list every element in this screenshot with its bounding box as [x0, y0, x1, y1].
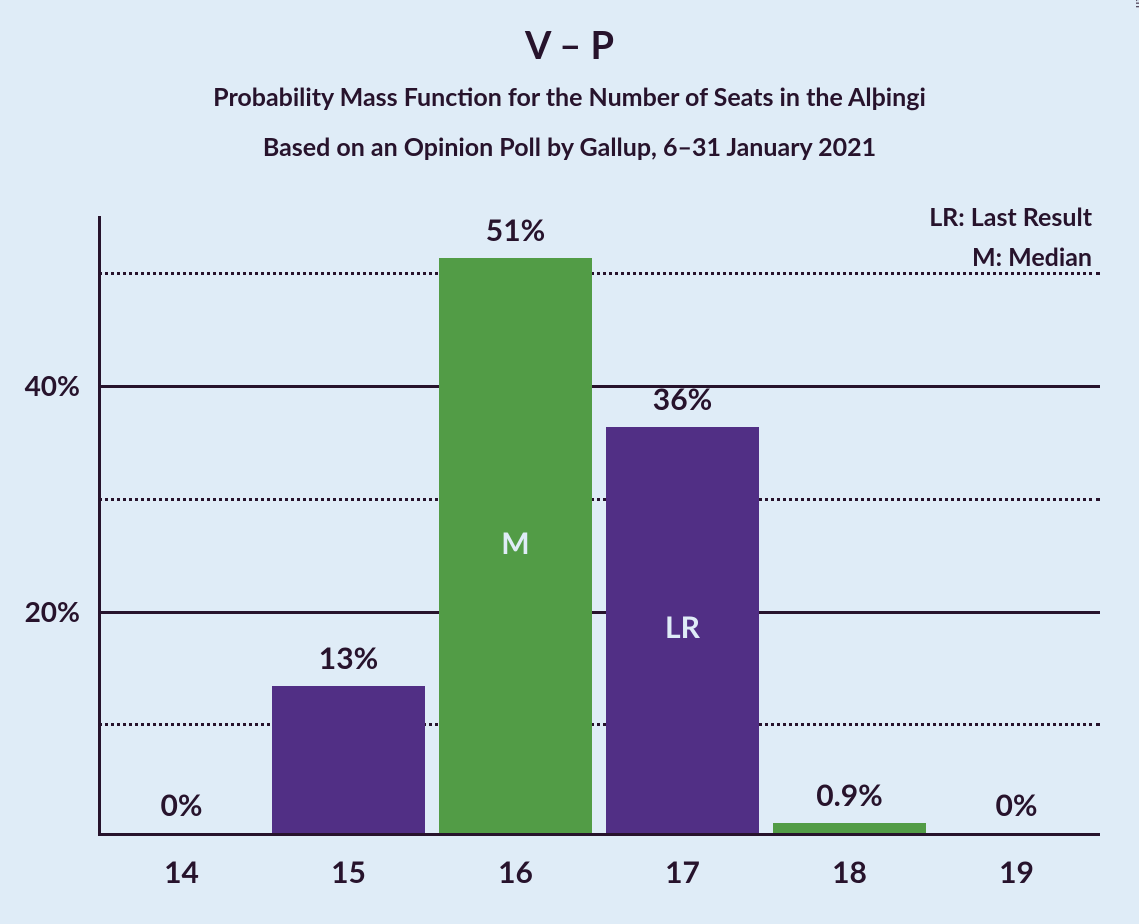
bar-value-label: 13%	[265, 640, 432, 676]
bar	[773, 823, 927, 833]
legend-median: M: Median	[972, 242, 1092, 272]
copyright-text: © 2021 Filip van Laenen	[1133, 0, 1139, 8]
chart-subtitle-2: Based on an Opinion Poll by Gallup, 6–31…	[0, 132, 1139, 162]
x-tick-label: 16	[432, 854, 599, 890]
bar-inner-label: LR	[606, 609, 760, 645]
bar-value-label: 0%	[98, 787, 265, 823]
x-tick-label: 18	[766, 854, 933, 890]
y-tick-label: 40%	[0, 368, 80, 402]
bar-value-label: 0%	[933, 787, 1100, 823]
bar-inner-label: M	[439, 525, 593, 561]
x-tick-label: 17	[599, 854, 766, 890]
gridline-minor	[98, 272, 1100, 275]
legend-last-result: LR: Last Result	[929, 202, 1092, 232]
bar-value-label: 0.9%	[766, 777, 933, 813]
x-tick-label: 15	[265, 854, 432, 890]
gridline-major	[98, 611, 1100, 614]
plot-area: 0%13%51%M36%LR0.9%0% LR: Last Result M: …	[98, 216, 1100, 836]
bar-value-label: 36%	[599, 381, 766, 417]
x-tick-label: 19	[933, 854, 1100, 890]
y-tick-label: 20%	[0, 594, 80, 628]
y-axis	[98, 216, 101, 836]
bar	[272, 686, 426, 833]
chart-title: V – P	[0, 22, 1139, 68]
bar-value-label: 51%	[432, 212, 599, 248]
x-axis	[98, 833, 1100, 836]
chart-canvas: © 2021 Filip van Laenen V – P Probabilit…	[0, 0, 1139, 924]
chart-subtitle-1: Probability Mass Function for the Number…	[0, 82, 1139, 112]
gridline-minor	[98, 498, 1100, 501]
x-tick-label: 14	[98, 854, 265, 890]
gridline-minor	[98, 723, 1100, 726]
